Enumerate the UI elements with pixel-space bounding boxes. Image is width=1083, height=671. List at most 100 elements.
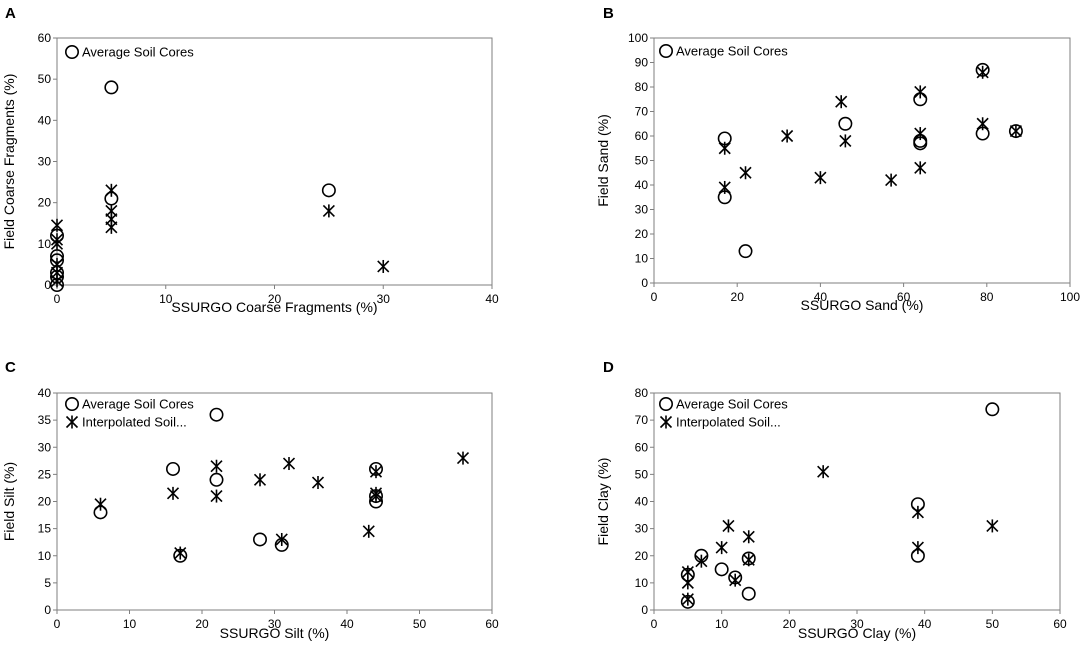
data-point-star [914,127,927,141]
data-point-star [50,274,64,288]
x-tick-label: 0 [54,617,61,631]
x-tick-label: 30 [850,617,864,631]
y-tick-label: 0 [641,603,648,617]
data-point-star [715,541,728,555]
y-tick-label: 80 [635,386,649,400]
data-point-star [681,565,694,579]
x-tick-label: 50 [413,617,427,631]
x-tick-label: 40 [814,290,828,304]
y-tick-label: 80 [635,80,649,94]
data-point-star [911,505,924,519]
y-tick-label: 50 [635,154,649,168]
x-tick-label: 10 [715,617,729,631]
x-axis-title-a: SSURGO Coarse Fragments (%) [171,299,377,315]
legend-label: Average Soil Cores [82,397,194,412]
y-tick-label: 40 [635,178,649,192]
data-point-circle [209,472,224,487]
data-point-star [885,173,898,187]
chart-panel-d: D 0 10 20 30 40 50 60 70 80 0 10 20 30 40 50 60 SSURGO Cl… [595,359,1067,641]
data-point-star [729,573,742,587]
x-tick-label: 30 [377,292,391,306]
data-point-circle [741,586,756,601]
x-axis-title-d: SSURGO Clay (%) [798,625,916,641]
data-point-star [282,457,296,471]
y-tick-label: 70 [635,105,649,119]
data-point-star [781,129,794,143]
panel-label-d: D [603,359,614,376]
y-tick-label: 30 [38,155,52,169]
y-tick-label: 20 [38,196,52,210]
data-point-star [50,237,64,251]
y-tick-label: 0 [641,276,648,290]
data-point-circle [209,407,224,422]
x-tick-label: 80 [980,290,994,304]
data-point-star [94,497,107,511]
legend-label: Interpolated Soil... [82,415,187,430]
panel-label-c: C [5,359,16,376]
x-tick-label: 40 [340,617,354,631]
legend-label: Interpolated Soil... [676,415,781,430]
data-point-star [817,465,830,479]
y-tick-label: 0 [44,278,51,292]
x-tick-label: 60 [1053,617,1067,631]
data-point-star [166,486,180,500]
y-tick-label: 60 [38,31,52,45]
y-tick-label: 0 [44,603,51,617]
data-point-star [914,161,927,175]
x-tick-label: 20 [731,290,745,304]
y-tick-label: 10 [635,252,649,266]
panel-label-b: B [603,5,614,22]
data-point-star [742,530,755,544]
y-tick-label: 10 [635,576,649,590]
data-point-star [369,465,383,479]
y-tick-label: 40 [38,113,52,127]
data-point-star [369,489,383,503]
y-tick-label: 40 [635,495,649,509]
x-tick-label: 0 [651,617,658,631]
y-tick-label: 10 [38,237,52,251]
x-tick-label: 20 [783,617,797,631]
data-point-circle [104,80,119,95]
chart-panel-a: A 0 10 20 30 40 50 60 0 10 20 30 40 SSURGO Coarse Fra… [1,5,499,315]
y-tick-label: 90 [635,56,649,70]
chart-panel-b: B 0 10 20 30 40 50 60 70 80 90 100 0 20 40 60 80 100 SSURG… [595,5,1080,313]
x-tick-label: 40 [918,617,932,631]
y-tick-label: 60 [635,129,649,143]
data-point-star [322,204,335,218]
y-axis-title-a: Field Coarse Fragments (%) [1,74,17,250]
x-axis-title-b: SSURGO Sand (%) [801,297,924,313]
legend-label: Average Soil Cores [676,44,788,59]
y-tick-label: 15 [38,522,52,536]
data-point-star [742,553,755,567]
data-point-star [976,65,989,79]
chart-panel-c: C 0 5 10 15 20 25 30 35 40 0 10 20 30 40 50 60 SSURGO Sil… [1,359,499,641]
x-tick-label: 20 [195,617,209,631]
plot-area-a [56,37,493,286]
legend-marker-star [65,415,79,429]
data-point-star [105,183,118,197]
x-tick-label: 60 [897,290,911,304]
data-point-star [174,546,187,560]
x-tick-label: 0 [651,290,658,304]
legend-marker-circle [658,43,673,58]
data-point-circle [985,402,1000,417]
data-point-star [739,166,752,180]
data-point-star [986,519,999,533]
data-point-circle [738,244,753,259]
y-tick-label: 30 [635,522,649,536]
data-point-circle [321,183,336,198]
y-tick-label: 5 [44,576,51,590]
data-point-star [718,180,731,194]
y-tick-label: 20 [38,495,52,509]
data-point-circle [166,461,181,476]
data-point-star [695,554,708,568]
y-tick-label: 50 [635,467,649,481]
x-tick-label: 10 [159,292,173,306]
data-point-star [681,576,694,590]
data-point-star [814,171,827,185]
y-tick-label: 30 [38,440,52,454]
y-tick-label: 50 [38,72,52,86]
data-point-star [914,85,927,99]
legend-label: Average Soil Cores [676,397,788,412]
data-point-star [1009,124,1022,138]
